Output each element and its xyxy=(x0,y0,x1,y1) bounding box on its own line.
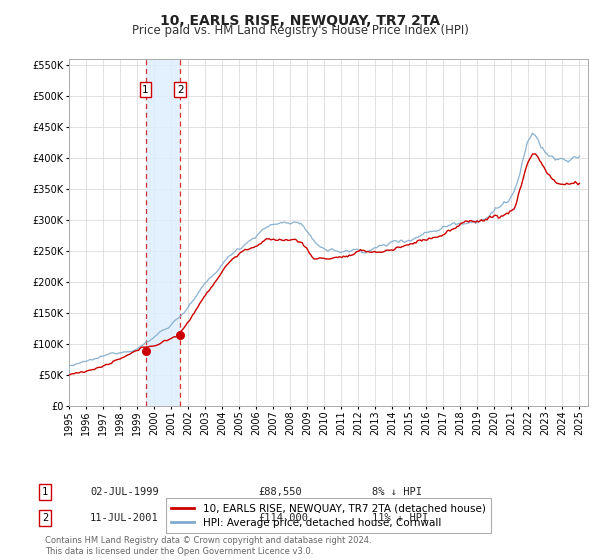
Text: 1: 1 xyxy=(142,85,149,95)
Legend: 10, EARLS RISE, NEWQUAY, TR7 2TA (detached house), HPI: Average price, detached : 10, EARLS RISE, NEWQUAY, TR7 2TA (detach… xyxy=(166,498,491,533)
Text: 2: 2 xyxy=(177,85,184,95)
Text: £88,550: £88,550 xyxy=(258,487,302,497)
Text: 1: 1 xyxy=(42,487,48,497)
Text: 02-JUL-1999: 02-JUL-1999 xyxy=(90,487,159,497)
Text: 8% ↓ HPI: 8% ↓ HPI xyxy=(372,487,422,497)
Bar xyxy=(146,59,180,406)
Text: 11-JUL-2001: 11-JUL-2001 xyxy=(90,513,159,523)
Text: Contains HM Land Registry data © Crown copyright and database right 2024.
This d: Contains HM Land Registry data © Crown c… xyxy=(45,536,371,556)
Text: 10, EARLS RISE, NEWQUAY, TR7 2TA: 10, EARLS RISE, NEWQUAY, TR7 2TA xyxy=(160,14,440,28)
Text: 11% ↓ HPI: 11% ↓ HPI xyxy=(372,513,428,523)
Text: Price paid vs. HM Land Registry's House Price Index (HPI): Price paid vs. HM Land Registry's House … xyxy=(131,24,469,36)
Text: 2: 2 xyxy=(42,513,48,523)
Text: £114,000: £114,000 xyxy=(258,513,308,523)
